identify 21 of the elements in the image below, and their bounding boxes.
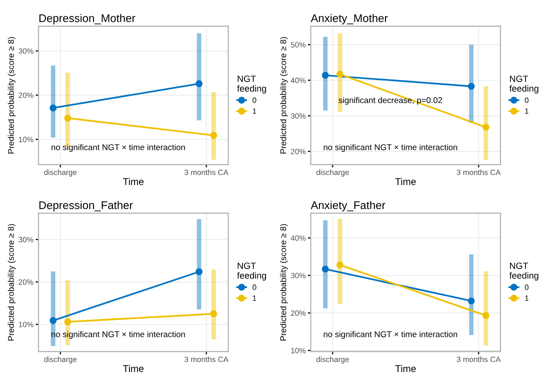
annotation: no significant NGT × time interaction <box>324 144 458 152</box>
legend-title: NGT feeding <box>237 262 266 280</box>
annotation: significant decrease, p=0.02 <box>338 97 442 105</box>
x-axis-title: Time <box>395 364 416 372</box>
y-axis-title: Predicted probability (score ≥ 8) <box>280 37 288 154</box>
y-axis-title: Predicted probability (score ≥ 8) <box>8 37 16 154</box>
chart-title: Anxiety_Mother <box>310 14 388 24</box>
legend-title: NGT feeding <box>237 76 266 94</box>
y-axis-title: Predicted probability (score ≥ 8) <box>280 224 288 340</box>
annotation: no significant NGT × time interaction <box>52 331 185 339</box>
legend-title: NGT feeding <box>509 76 538 94</box>
y-axis-title: Predicted probability (score ≥ 8) <box>8 224 16 340</box>
annotation: no significant NGT × time interaction <box>324 331 458 339</box>
chart-title: Depression_Father <box>39 200 133 212</box>
annotation: no significant NGT × time interaction <box>52 144 185 152</box>
x-axis-title: Time <box>395 178 416 186</box>
x-axis-title: Time <box>122 364 144 372</box>
chart-title: Depression_Mother <box>39 14 136 24</box>
x-axis-title: Time <box>122 178 144 186</box>
legend-title: NGT feeding <box>509 262 538 280</box>
chart-title: Anxiety_Father <box>310 200 386 212</box>
